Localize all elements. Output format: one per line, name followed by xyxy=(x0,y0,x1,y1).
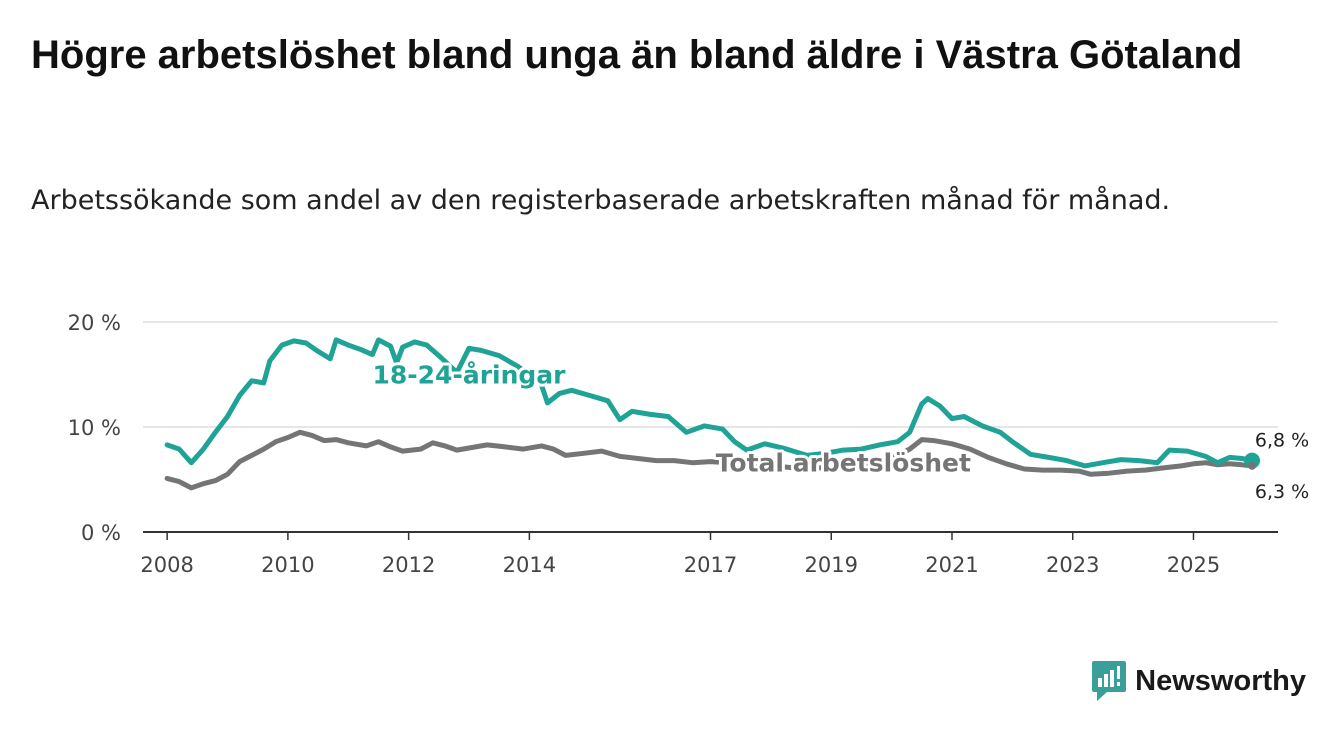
series-label-youth: 18-24-åringar xyxy=(373,361,567,390)
newsworthy-brand[interactable]: Newsworthy xyxy=(1091,660,1306,702)
end-label-total: 6,3 % xyxy=(1255,481,1309,503)
chart-title: Högre arbetslöshet bland unga än bland ä… xyxy=(31,33,1243,77)
series-labels: 18-24-åringar Total arbetslöshet 6,8 % 6… xyxy=(370,358,1312,505)
y-tick-label: 0 % xyxy=(81,521,121,545)
newsworthy-logo-icon xyxy=(1092,661,1127,701)
x-tick-label: 2010 xyxy=(261,553,314,577)
y-tick-label: 20 % xyxy=(68,311,121,335)
series-endpoint-total xyxy=(1248,461,1257,470)
x-tick-label: 2019 xyxy=(805,553,858,577)
chart-subtitle: Arbetssökande som andel av den registerb… xyxy=(31,185,1171,216)
x-axis-ticks: 2008 2010 2012 2014 2017 2019 2021 2023 2025 xyxy=(140,532,1220,577)
series-label-total: Total arbetslöshet xyxy=(716,449,971,478)
x-tick-label: 2012 xyxy=(382,553,435,577)
x-tick-label: 2025 xyxy=(1167,553,1220,577)
y-tick-label: 10 % xyxy=(68,416,121,440)
series-line-youth xyxy=(164,337,1255,469)
series-lines xyxy=(164,337,1261,491)
x-tick-label: 2008 xyxy=(140,553,193,577)
x-tick-label: 2023 xyxy=(1046,553,1099,577)
x-tick-label: 2014 xyxy=(503,553,556,577)
y-axis-ticks: 0 % 10 % 20 % xyxy=(68,311,121,545)
series-endpoint-youth xyxy=(1244,452,1261,469)
series-line-total xyxy=(164,429,1255,491)
end-label-youth: 6,8 % xyxy=(1255,430,1309,452)
x-tick-label: 2017 xyxy=(684,553,737,577)
brand-name: Newsworthy xyxy=(1135,664,1306,697)
x-tick-label: 2021 xyxy=(925,553,978,577)
